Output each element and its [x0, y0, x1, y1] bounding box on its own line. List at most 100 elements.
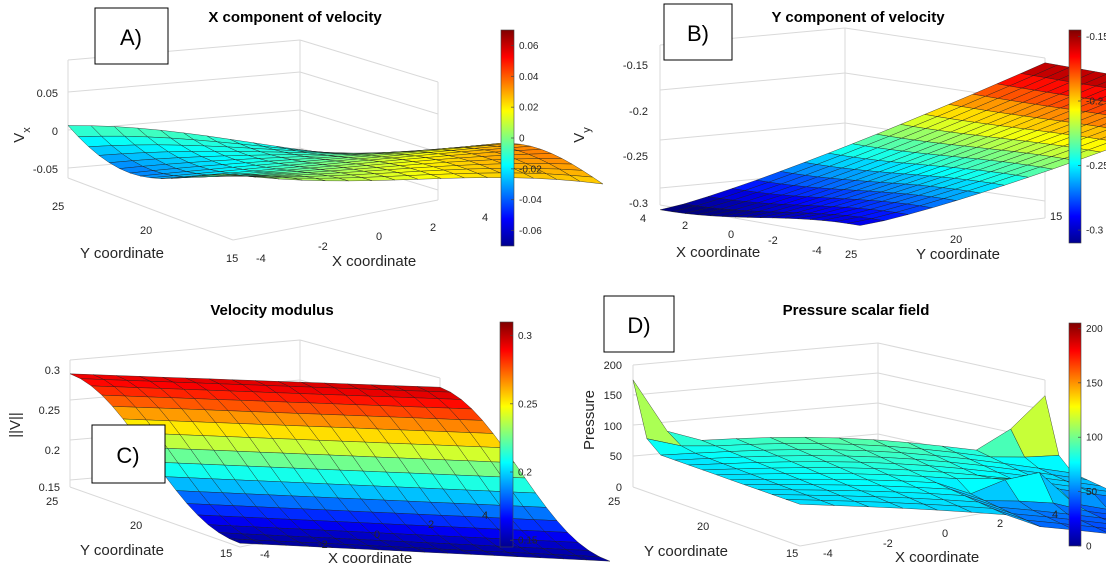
colorbar-tick-label: 0.2	[518, 468, 532, 479]
colorbar-tick-label: -0.04	[519, 195, 542, 206]
panel-b-x-ticks: 4 2 0 -2 -4	[640, 213, 822, 257]
panel-d: Pressure scalar field 200 150 100 50 0 P…	[581, 295, 1106, 566]
panel-b-x-tick: -2	[768, 235, 778, 247]
panel-b-y-ticks: 25 20 15	[845, 211, 1062, 261]
panel-c-y-tick: 15	[220, 548, 232, 560]
panel-d-y-tick: 20	[697, 521, 709, 533]
panel-b-y-tick: 25	[845, 249, 857, 261]
colorbar-tick-label: 200	[1086, 324, 1103, 335]
panel-b-z-ticks: -0.15 -0.2 -0.25 -0.3	[623, 60, 648, 210]
surface-patch	[222, 173, 257, 178]
panel-b-z-label-sub: y	[581, 127, 593, 133]
panel-c-surface	[69, 373, 611, 562]
panel-c-y-tick: 25	[46, 496, 58, 508]
panel-a-label-box	[94, 7, 169, 65]
surface-patch	[847, 218, 885, 226]
colorbar-tick-label: -0.2	[1086, 97, 1104, 108]
colorbar-tick-label: 50	[1086, 487, 1098, 498]
panel-d-x-label: X coordinate	[895, 549, 979, 566]
panel-c-z-tick: 0.15	[39, 482, 60, 494]
panel-d-z-ticks: 200 150 100 50 0	[604, 360, 622, 494]
panel-d-z-tick: 150	[604, 390, 622, 402]
panel-a-z-label-sub: x	[21, 127, 33, 133]
surface-patch	[229, 538, 264, 545]
panel-a-z-tick: 0	[52, 126, 58, 138]
panel-a-y-tick: 20	[140, 225, 152, 237]
panel-d-z-tick: 0	[616, 482, 622, 494]
panel-c-z-tick: 0.25	[39, 405, 60, 417]
panel-b-z-tick: -0.25	[623, 151, 648, 163]
panel-c-y-tick: 20	[130, 520, 142, 532]
colorbar-tick-label: -0.06	[519, 226, 542, 237]
panel-a-z-label-main: V	[11, 133, 28, 143]
colorbar-tick-label: 0.04	[519, 72, 539, 83]
panel-b-z-tick: -0.2	[629, 106, 648, 118]
panel-d-y-ticks: 25 20 15	[608, 496, 798, 560]
panel-d-label: D)	[627, 313, 650, 338]
panel-c-x-label: X coordinate	[328, 550, 412, 567]
panel-d-colorbar: 0 50 100 150 200	[1068, 322, 1103, 553]
panel-d-title: Pressure scalar field	[783, 302, 930, 319]
panel-a-x-tick: 4	[482, 212, 488, 224]
panel-b-y-tick: 20	[950, 234, 962, 246]
panel-b-z-tick: -0.15	[623, 60, 648, 72]
panel-d-z-label: Pressure	[581, 390, 598, 450]
colorbar-tick-label: -0.3	[1086, 226, 1104, 237]
panel-a-y-tick: 25	[52, 201, 64, 213]
panel-c-label-box	[91, 424, 166, 484]
panel-d-x-tick: -4	[823, 548, 833, 560]
panel-c-colorbar: 0.15 0.2 0.25 0.3	[499, 321, 538, 548]
panel-b-z-label: Vy	[571, 127, 593, 143]
panel-a-y-tick: 15	[226, 253, 238, 265]
panel-c-z-label: ||V||	[7, 412, 24, 438]
colorbar-tick-label: 0.06	[519, 41, 539, 52]
panel-b-y-label: Y coordinate	[916, 246, 1000, 263]
panel-b: Y component of velocity -0.15 -0.2 -0.25…	[571, 3, 1106, 263]
panel-c-z-tick: 0.3	[45, 365, 60, 377]
panel-d-label-box	[603, 295, 675, 353]
panel-c-y-ticks: 25 20 15	[46, 496, 232, 560]
panel-c-x-ticks: -4 -2 0 2 4	[260, 510, 488, 561]
panel-a-title: X component of velocity	[208, 9, 382, 26]
panel-d-x-tick: 2	[997, 518, 1003, 530]
panel-c-z-ticks: 0.3 0.25 0.2 0.15	[39, 365, 60, 494]
surface-patch	[786, 499, 835, 506]
panel-b-title: Y component of velocity	[771, 9, 945, 26]
panel-a-x-tick: -4	[256, 253, 266, 265]
panel-b-colorbar: -0.3 -0.25 -0.2 -0.15	[1068, 29, 1106, 244]
colorbar-tick-label: 100	[1086, 433, 1103, 444]
panel-c: Velocity modulus 0.3 0.25 0.2 0.15 ||V||…	[7, 302, 611, 567]
panel-d-colorbar-bar	[1068, 322, 1082, 547]
panel-d-x-ticks: -4 -2 0 2 4	[823, 509, 1058, 560]
panel-b-x-tick: 0	[728, 229, 734, 241]
panel-b-x-label: X coordinate	[676, 244, 760, 261]
colorbar-tick-label: 0	[519, 134, 525, 145]
panel-a-x-tick: 2	[430, 222, 436, 234]
panel-d-z-tick: 200	[604, 360, 622, 372]
panel-d-x-tick: 4	[1052, 509, 1058, 521]
panel-c-x-tick: 4	[482, 510, 488, 522]
panel-a-y-label: Y coordinate	[80, 245, 164, 262]
panel-c-title: Velocity modulus	[210, 302, 333, 319]
panel-a-label: A)	[120, 25, 142, 50]
panel-a-x-tick: 0	[376, 231, 382, 243]
panel-b-x-tick: 4	[640, 213, 646, 225]
panel-c-label: C)	[116, 443, 139, 468]
panel-c-x-tick: -4	[260, 549, 270, 561]
panel-a-y-ticks: 25 20 15	[52, 201, 238, 265]
panel-d-x-tick: 0	[942, 528, 948, 540]
colorbar-tick-label: -0.25	[1086, 161, 1106, 172]
panel-a-colorbar: -0.06 -0.04 -0.02 0 0.02 0.04 0.06	[500, 29, 542, 247]
panel-b-x-tick: 2	[682, 220, 688, 232]
panel-b-label: B)	[687, 21, 709, 46]
panel-a-x-ticks: -4 -2 0 2 4	[256, 212, 488, 265]
panel-a-z-tick: 0.05	[37, 88, 58, 100]
panel-d-z-tick: 50	[610, 451, 622, 463]
colorbar-tick-label: 0	[1086, 542, 1092, 553]
panel-a-surface	[67, 125, 604, 185]
panel-d-y-tick: 25	[608, 496, 620, 508]
colorbar-tick-label: -0.15	[1086, 32, 1106, 43]
panel-b-y-tick: 15	[1050, 211, 1062, 223]
panel-d-y-tick: 15	[786, 548, 798, 560]
panel-a-z-tick: -0.05	[33, 164, 58, 176]
